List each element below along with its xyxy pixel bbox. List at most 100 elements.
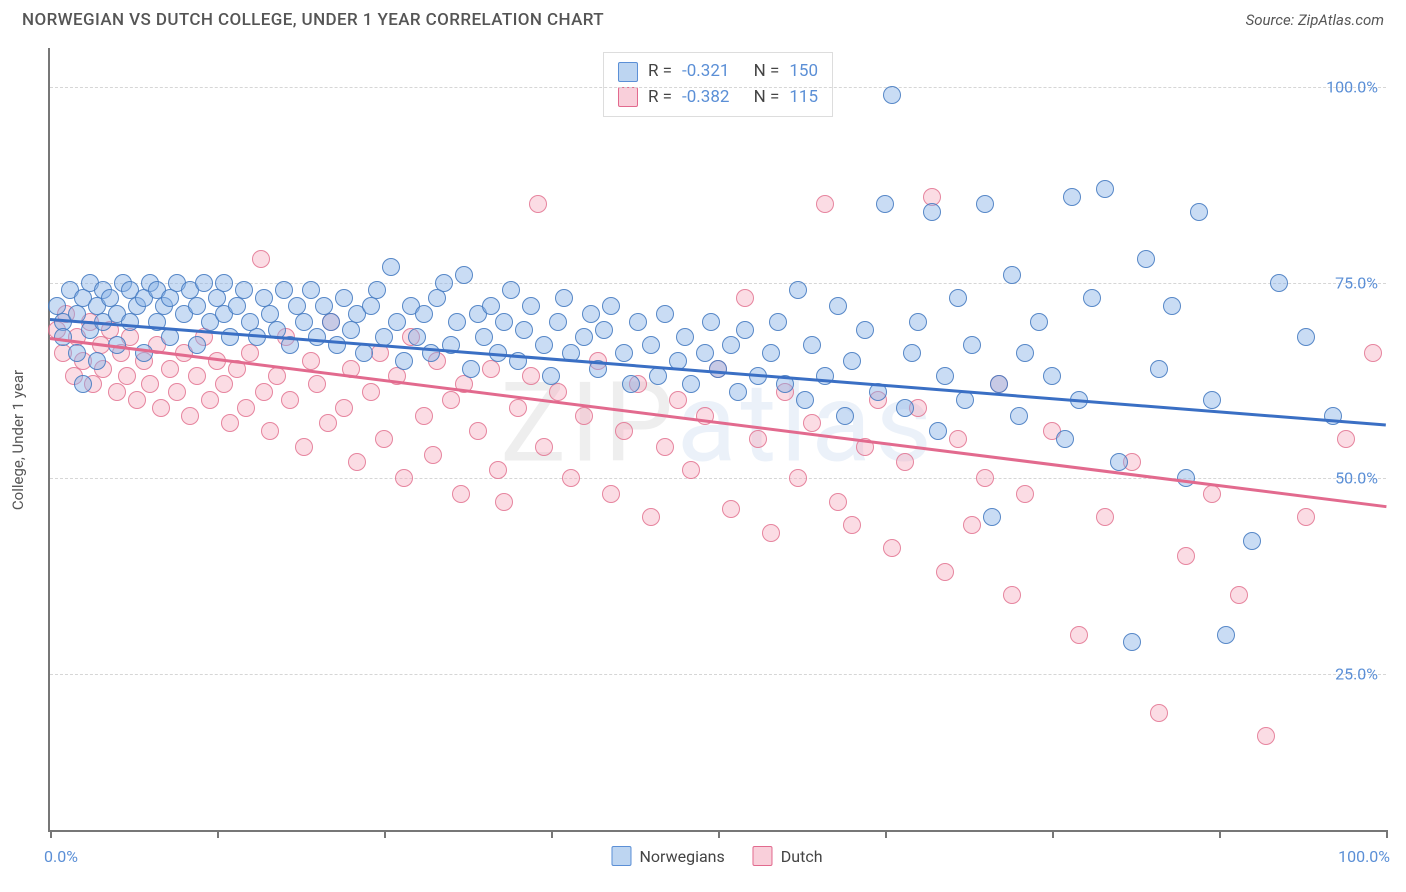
- data-point: [936, 367, 954, 385]
- data-point: [188, 367, 206, 385]
- data-point: [642, 336, 660, 354]
- data-point: [388, 313, 406, 331]
- data-point: [836, 407, 854, 425]
- r-label: R =: [648, 59, 672, 85]
- data-point: [1070, 626, 1088, 644]
- data-point: [482, 360, 500, 378]
- data-point: [188, 297, 206, 315]
- legend-stats-row-dutch: R = -0.382 N = 115: [618, 85, 818, 111]
- data-point: [221, 414, 239, 432]
- data-point: [829, 297, 847, 315]
- data-point: [118, 367, 136, 385]
- gridline: [50, 674, 1386, 675]
- data-point: [188, 336, 206, 354]
- data-point: [843, 516, 861, 534]
- data-point: [1297, 508, 1315, 526]
- data-point: [803, 336, 821, 354]
- data-point: [255, 383, 273, 401]
- data-point: [803, 414, 821, 432]
- x-tick: [1052, 830, 1054, 838]
- data-point: [237, 399, 255, 417]
- data-point: [408, 328, 426, 346]
- data-point: [424, 446, 442, 464]
- r-label: R =: [648, 85, 672, 111]
- data-point: [876, 195, 894, 213]
- data-point: [1297, 328, 1315, 346]
- data-point: [936, 563, 954, 581]
- x-tick: [384, 830, 386, 838]
- series-legend: Norwegians Dutch: [611, 846, 822, 866]
- data-point: [515, 321, 533, 339]
- data-point: [656, 305, 674, 323]
- source-site: ZipAtlas.com: [1298, 11, 1384, 29]
- data-point: [1016, 344, 1034, 362]
- data-point: [1177, 547, 1195, 565]
- data-point: [108, 383, 126, 401]
- data-point: [602, 297, 620, 315]
- data-point: [990, 375, 1008, 393]
- data-point: [295, 438, 313, 456]
- data-point: [736, 321, 754, 339]
- data-point: [542, 367, 560, 385]
- data-point: [949, 289, 967, 307]
- data-point: [435, 274, 453, 292]
- data-point: [909, 313, 927, 331]
- data-point: [201, 391, 219, 409]
- data-point: [442, 391, 460, 409]
- data-point: [335, 289, 353, 307]
- swatch-pink-icon: [618, 87, 638, 107]
- data-point: [1123, 633, 1141, 651]
- data-point: [555, 289, 573, 307]
- data-point: [368, 281, 386, 299]
- chart-source: Source: ZipAtlas.com: [1246, 11, 1384, 29]
- data-point: [1270, 274, 1288, 292]
- data-point: [535, 438, 553, 456]
- data-point: [1150, 360, 1168, 378]
- data-point: [1337, 430, 1355, 448]
- data-point: [1257, 727, 1275, 745]
- data-point: [976, 195, 994, 213]
- data-point: [602, 485, 620, 503]
- data-point: [261, 422, 279, 440]
- data-point: [829, 493, 847, 511]
- data-point: [722, 500, 740, 518]
- data-point: [923, 203, 941, 221]
- data-point: [729, 383, 747, 401]
- data-point: [1030, 313, 1048, 331]
- data-point: [1203, 391, 1221, 409]
- data-point: [883, 539, 901, 557]
- data-point: [976, 469, 994, 487]
- data-point: [462, 360, 480, 378]
- data-point: [362, 383, 380, 401]
- n-value-dutch: 115: [789, 85, 818, 111]
- data-point: [415, 407, 433, 425]
- y-axis-title: College, Under 1 year: [9, 370, 27, 510]
- chart-header: NORWEGIAN VS DUTCH COLLEGE, UNDER 1 YEAR…: [0, 0, 1406, 36]
- data-point: [883, 86, 901, 104]
- data-point: [88, 352, 106, 370]
- data-point: [502, 281, 520, 299]
- data-point: [722, 336, 740, 354]
- data-point: [1190, 203, 1208, 221]
- data-point: [1177, 469, 1195, 487]
- data-point: [1137, 250, 1155, 268]
- data-point: [322, 313, 340, 331]
- data-point: [319, 414, 337, 432]
- data-point: [1016, 485, 1034, 503]
- data-point: [482, 297, 500, 315]
- data-point: [696, 344, 714, 362]
- data-point: [529, 195, 547, 213]
- data-point: [495, 313, 513, 331]
- data-point: [1096, 180, 1114, 198]
- data-point: [382, 258, 400, 276]
- swatch-pink-icon: [753, 846, 773, 866]
- data-point: [682, 461, 700, 479]
- data-point: [1217, 626, 1235, 644]
- data-point: [181, 407, 199, 425]
- data-point: [649, 367, 667, 385]
- data-point: [535, 336, 553, 354]
- y-tick-label: 75.0%: [1335, 273, 1378, 292]
- plot-region: ZIPatlas R = -0.321 N = 150 R = -0.382 N…: [48, 48, 1386, 832]
- data-point: [702, 313, 720, 331]
- data-point: [1243, 532, 1261, 550]
